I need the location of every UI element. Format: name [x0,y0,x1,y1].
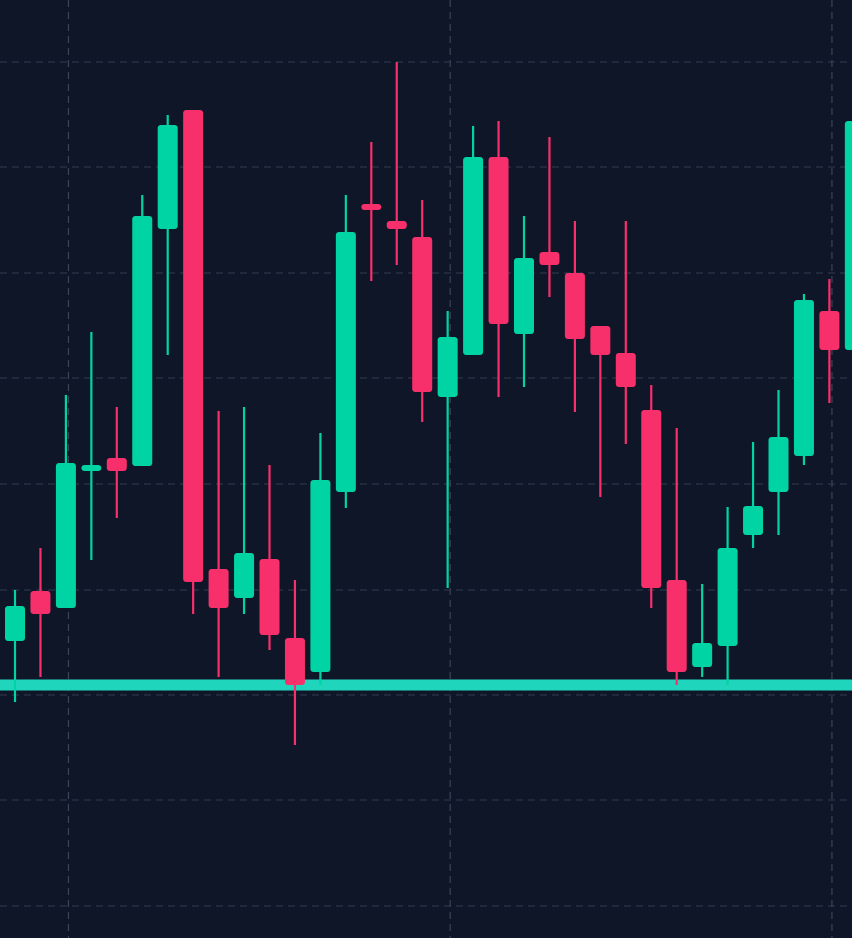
bullish-candle-20 [514,216,534,387]
bullish-candle-9 [234,407,255,614]
candle-body [793,300,814,456]
candle-body [234,553,255,598]
candle-body [386,221,407,229]
bullish-candle-2 [55,395,76,608]
candle-body [488,157,509,324]
bullish-candle-29 [743,442,764,548]
candle-body [259,559,280,635]
bullish-candle-17 [437,311,458,588]
candle-body [361,204,382,210]
candle-layer [5,62,852,745]
candle-body [514,258,534,334]
bullish-candle-13 [335,195,356,508]
bullish-candle-5 [132,195,153,466]
bullish-candle-28 [717,507,738,685]
candle-body [132,216,153,466]
bullish-candle-0 [5,590,25,702]
candle-body [743,506,764,535]
candle-body [157,125,178,229]
bearish-candle-21 [539,137,560,297]
candle-body [564,273,585,339]
candle-body [412,237,433,392]
candle-body [768,437,789,492]
bearish-candle-14 [361,142,382,281]
bearish-candle-7 [183,110,204,614]
bullish-candle-33 [844,121,852,350]
bearish-candle-4 [106,407,127,518]
candle-body [81,465,102,471]
bullish-candle-12 [310,433,331,685]
candle-body [666,580,687,672]
bearish-candle-19 [488,121,509,397]
bullish-candle-27 [692,584,713,677]
candle-body [615,353,636,387]
candle-body [284,638,305,685]
candle-body [717,548,738,646]
bearish-candle-16 [412,200,433,422]
bullish-candle-30 [768,390,789,535]
candle-body [641,410,662,588]
bullish-candle-31 [793,294,814,465]
bearish-candle-26 [666,428,687,685]
bullish-candle-6 [157,115,178,355]
bullish-candle-3 [81,332,102,560]
bearish-candle-24 [615,221,636,444]
candle-body [590,326,611,355]
candle-body [844,121,852,350]
bearish-candle-11 [284,580,305,745]
candle-body [335,232,356,492]
candle-body [5,606,25,641]
candle-body [208,569,229,608]
bullish-candle-18 [463,126,484,355]
candle-body [539,252,560,265]
candle-body [463,157,484,355]
candle-body [437,337,458,397]
candle-body [310,480,331,672]
bearish-candle-10 [259,465,280,650]
bearish-candle-25 [641,385,662,608]
candle-body [30,591,51,614]
candle-body [692,643,713,667]
bearish-candle-15 [386,62,407,265]
candle-body [106,458,127,471]
bearish-candle-23 [590,326,611,497]
bearish-candle-32 [819,279,840,403]
bearish-candle-8 [208,411,229,677]
bearish-candle-1 [30,548,51,677]
candle-body [183,110,204,582]
candle-body [819,311,840,350]
candle-body [55,463,76,608]
bearish-candle-22 [564,221,585,412]
